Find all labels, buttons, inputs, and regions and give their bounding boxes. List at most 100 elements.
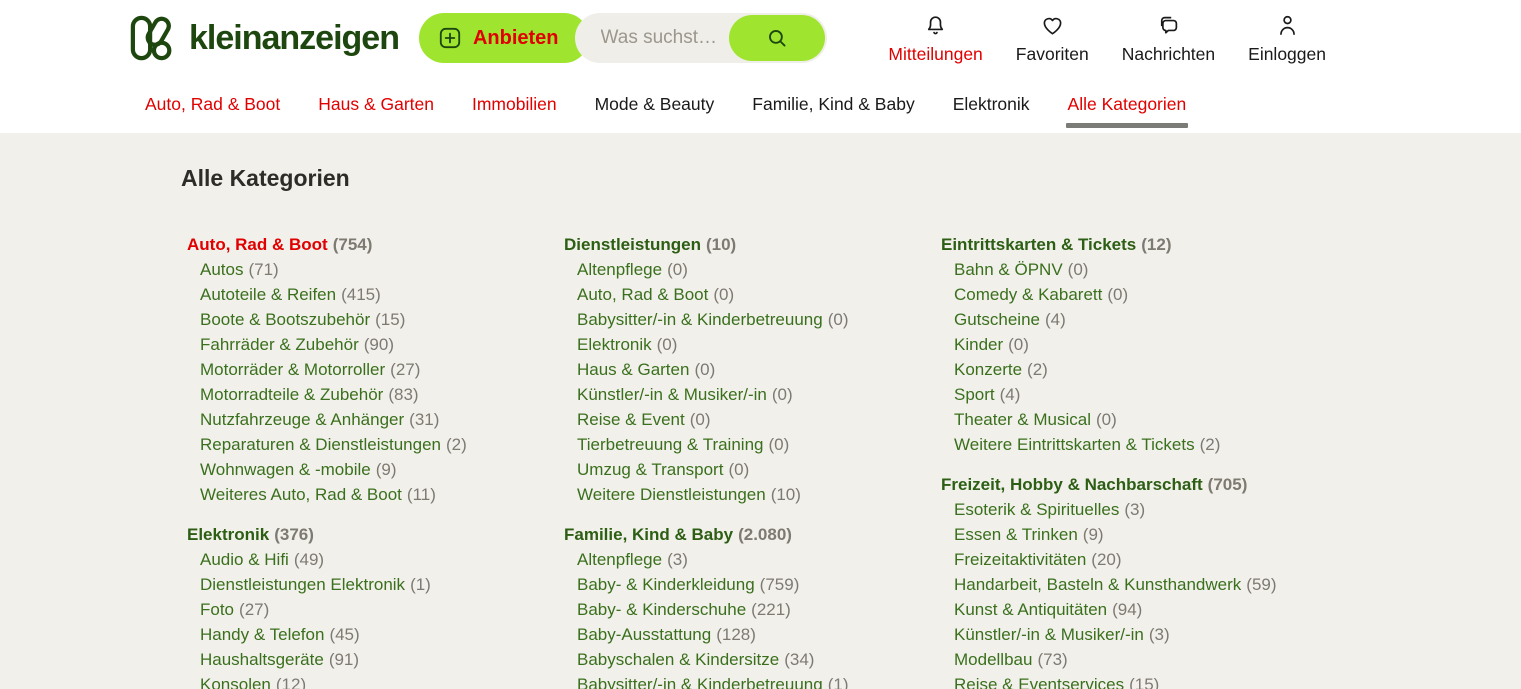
category-count: (376) (274, 525, 314, 544)
nav-item-haus-garten[interactable]: Haus & Garten (318, 94, 434, 114)
subcategory-link[interactable]: Theater & Musical (954, 410, 1091, 429)
subcategory-link[interactable]: Fahrräder & Zubehör (200, 335, 359, 354)
subcategory-link[interactable]: Baby- & Kinderschuhe (577, 600, 747, 619)
nav-item-mode-beauty[interactable]: Mode & Beauty (594, 94, 715, 114)
subcategory-row: Tierbetreuung & Training (0) (577, 432, 941, 457)
subcategory-link[interactable]: Altenpflege (577, 260, 663, 279)
nav-item-auto-rad-boot[interactable]: Auto, Rad & Boot (145, 94, 281, 114)
subcategory-link[interactable]: Weitere Eintrittskarten & Tickets (954, 435, 1195, 454)
subcategory-count: (90) (363, 335, 394, 354)
subcategory-row: Autoteile & Reifen (415) (200, 282, 564, 307)
category-link[interactable]: Familie, Kind & Baby (564, 525, 734, 544)
subcategory-link[interactable]: Weitere Dienstleistungen (577, 485, 766, 504)
subcategory-link[interactable]: Handarbeit, Basteln & Kunsthandwerk (954, 575, 1242, 594)
category-link[interactable]: Elektronik (187, 525, 270, 544)
post-ad-button[interactable]: Anbieten (418, 13, 589, 63)
category-link[interactable]: Dienstleistungen (564, 235, 701, 254)
subcategory-link[interactable]: Freizeitaktivitäten (954, 550, 1087, 569)
kleinanzeigen-logo[interactable]: kleinanzeigen (130, 15, 400, 61)
subcategory-link[interactable]: Tierbetreuung & Training (577, 435, 764, 454)
subcategory-link[interactable]: Kinder (954, 335, 1004, 354)
category-column: Auto, Rad & Boot (754) Autos (71) Autoteil… (187, 232, 564, 689)
nav-item-elektronik[interactable]: Elektronik (952, 94, 1030, 114)
subcategory-link[interactable]: Gutscheine (954, 310, 1040, 329)
messages-link[interactable]: Nachrichten (1122, 12, 1215, 65)
subcategory-link[interactable]: Boote & Bootszubehör (200, 310, 371, 329)
subcategory-link[interactable]: Umzug & Transport (577, 460, 724, 479)
favorites-link[interactable]: Favoriten (1016, 12, 1089, 65)
nav-item-alle-kategorien[interactable]: Alle Kategorien (1065, 94, 1188, 128)
subcategory-link[interactable]: Reparaturen & Dienstleistungen (200, 435, 441, 454)
subcategory-count: (73) (1037, 650, 1068, 669)
subcategory-link[interactable]: Autos (200, 260, 244, 279)
subcategory-link[interactable]: Nutzfahrzeuge & Anhänger (200, 410, 405, 429)
subcategory-link[interactable]: Babysitter/-in & Kinderbetreuung (577, 675, 823, 689)
nav-item-familie-kind-baby[interactable]: Familie, Kind & Baby (752, 94, 915, 114)
header-quick-links: Mitteilungen Favoriten Nachrichten (888, 12, 1326, 65)
subcategory-row: Foto (27) (200, 597, 564, 622)
subcategory-link[interactable]: Dienstleistungen Elektronik (200, 575, 406, 594)
subcategory-link[interactable]: Baby- & Kinderkleidung (577, 575, 755, 594)
subcategory-link[interactable]: Reise & Event (577, 410, 685, 429)
subcategory-count: (20) (1091, 550, 1122, 569)
subcategory-link[interactable]: Baby-Ausstattung (577, 625, 712, 644)
nav-item-immobilien[interactable]: Immobilien (471, 94, 557, 114)
subcategory-link[interactable]: Auto, Rad & Boot (577, 285, 709, 304)
subcategory-link[interactable]: Haushaltsgeräte (200, 650, 324, 669)
subcategory-link[interactable]: Autoteile & Reifen (200, 285, 337, 304)
subcategory-count: (0) (771, 385, 793, 404)
subcategory-link[interactable]: Weiteres Auto, Rad & Boot (200, 485, 402, 504)
subcategory-link[interactable]: Motorräder & Motorroller (200, 360, 386, 379)
category-link[interactable]: Freizeit, Hobby & Nachbarschaft (941, 475, 1203, 494)
subcategory-count: (415) (341, 285, 381, 304)
subcategory-count: (83) (388, 385, 419, 404)
subcategory-count: (27) (390, 360, 421, 379)
subcategory-link[interactable]: Babysitter/-in & Kinderbetreuung (577, 310, 823, 329)
category-link[interactable]: Eintrittskarten & Tickets (941, 235, 1137, 254)
notifications-link[interactable]: Mitteilungen (888, 12, 983, 65)
subcategory-link[interactable]: Bahn & ÖPNV (954, 260, 1063, 279)
subcategory-link[interactable]: Foto (200, 600, 235, 619)
search-bar (574, 13, 827, 63)
subcategory-link[interactable]: Künstler/-in & Musiker/-in (954, 625, 1144, 644)
subcategory-link[interactable]: Wohnwagen & -mobile (200, 460, 371, 479)
subcategory-link[interactable]: Motorradteile & Zubehör (200, 385, 384, 404)
subcategory-link[interactable]: Altenpflege (577, 550, 663, 569)
subcategory-link[interactable]: Audio & Hifi (200, 550, 289, 569)
subcategory-row: Modellbau (73) (954, 647, 1318, 672)
subcategory-link[interactable]: Comedy & Kabarett (954, 285, 1103, 304)
search-button[interactable] (728, 15, 825, 61)
subcategory-list: Altenpflege (0) Auto, Rad & Boot (0) Babys… (564, 257, 941, 507)
subcategory-link[interactable]: Konzerte (954, 360, 1023, 379)
subcategory-row: Theater & Musical (0) (954, 407, 1318, 432)
subcategory-link[interactable]: Elektronik (577, 335, 652, 354)
subcategory-count: (11) (406, 485, 436, 504)
subcategory-link[interactable]: Kunst & Antiquitäten (954, 600, 1108, 619)
subcategory-count: (10) (770, 485, 801, 504)
subcategory-count: (71) (248, 260, 279, 279)
subcategory-row: Altenpflege (3) (577, 547, 941, 572)
subcategory-count: (0) (689, 410, 711, 429)
category-column: Dienstleistungen (10) Altenpflege (0) Auto… (564, 232, 941, 689)
subcategory-link[interactable]: Babyschalen & Kindersitze (577, 650, 780, 669)
subcategory-count: (3) (1148, 625, 1170, 644)
subcategory-list: Audio & Hifi (49) Dienstleistungen Elektr… (187, 547, 564, 689)
subcategory-link[interactable]: Künstler/-in & Musiker/-in (577, 385, 767, 404)
site-header: kleinanzeigen Anbieten (0, 0, 1521, 133)
subcategory-row: Weitere Dienstleistungen (10) (577, 482, 941, 507)
subcategory-link[interactable]: Sport (954, 385, 995, 404)
subcategory-link[interactable]: Konsolen (200, 675, 271, 689)
subcategory-count: (0) (667, 260, 688, 279)
category-link[interactable]: Auto, Rad & Boot (187, 235, 328, 254)
subcategory-row: Altenpflege (0) (577, 257, 941, 282)
search-input[interactable] (574, 27, 729, 49)
login-link[interactable]: Einloggen (1248, 12, 1326, 65)
subcategory-link[interactable]: Reise & Eventservices (954, 675, 1125, 689)
subcategory-link[interactable]: Handy & Telefon (200, 625, 325, 644)
subcategory-count: (4) (999, 385, 1021, 404)
subcategory-link[interactable]: Essen & Trinken (954, 525, 1078, 544)
subcategory-link[interactable]: Haus & Garten (577, 360, 690, 379)
chat-icon (1160, 16, 1178, 34)
subcategory-link[interactable]: Esoterik & Spirituelles (954, 500, 1120, 519)
subcategory-link[interactable]: Modellbau (954, 650, 1033, 669)
